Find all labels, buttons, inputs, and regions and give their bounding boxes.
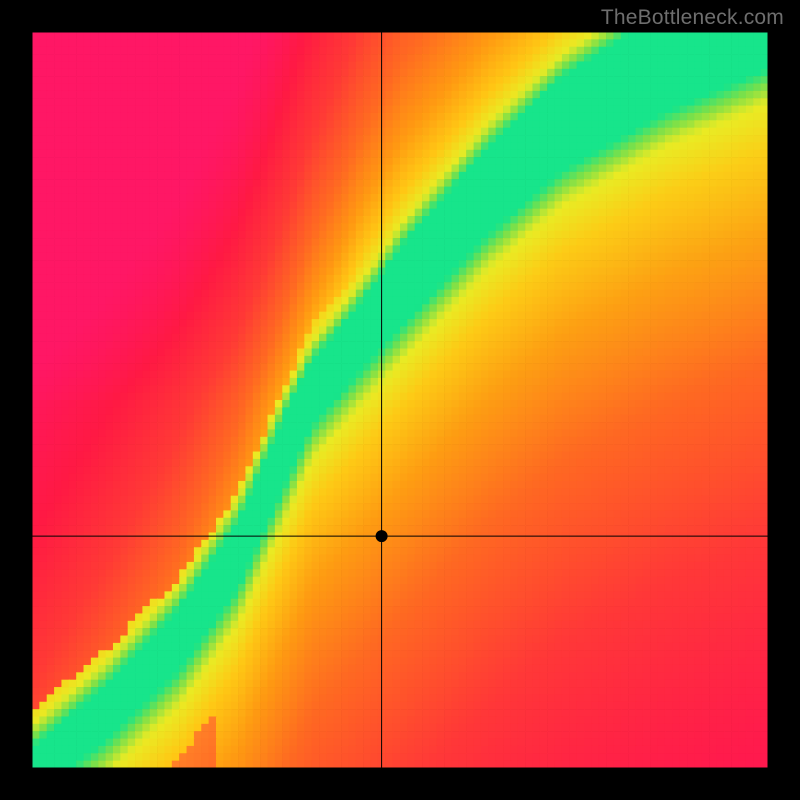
heatmap-canvas: [0, 0, 800, 800]
watermark-text: TheBottleneck.com: [601, 6, 784, 30]
bottleneck-heatmap: { "watermark_text": "TheBottleneck.com",…: [0, 0, 800, 800]
